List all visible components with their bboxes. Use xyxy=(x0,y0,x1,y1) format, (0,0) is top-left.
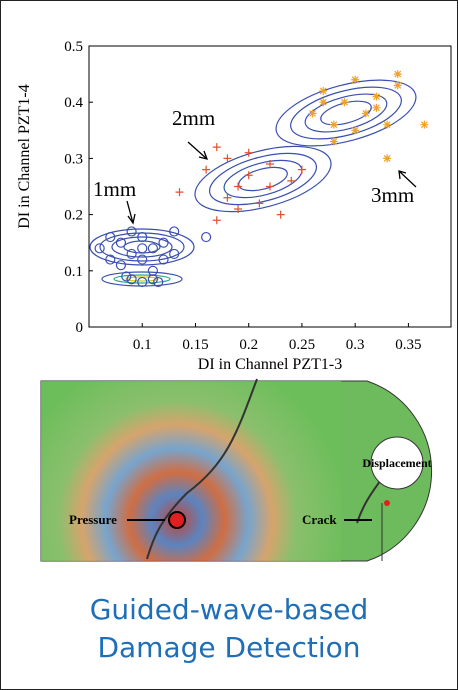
point xyxy=(175,188,184,197)
arrows xyxy=(126,141,417,225)
point xyxy=(115,260,127,271)
point xyxy=(297,165,306,174)
point xyxy=(372,92,381,101)
point xyxy=(244,148,253,157)
point xyxy=(126,226,137,237)
point xyxy=(137,231,148,243)
point xyxy=(94,243,105,254)
point xyxy=(244,171,253,180)
point xyxy=(266,182,274,191)
y-tick-label: 0 xyxy=(76,320,84,336)
point xyxy=(266,160,274,169)
figure-label: Displacement xyxy=(362,456,431,470)
point xyxy=(153,276,164,288)
annotation: 1mm xyxy=(93,177,136,201)
point xyxy=(393,81,402,90)
point xyxy=(393,70,402,79)
point xyxy=(121,271,132,282)
point xyxy=(383,154,392,163)
plot-frame xyxy=(88,45,452,328)
point xyxy=(340,98,349,107)
point xyxy=(308,109,317,118)
point xyxy=(169,226,180,237)
point xyxy=(169,248,180,260)
x-tick-label: 0.3 xyxy=(346,337,365,353)
point xyxy=(105,231,116,243)
point xyxy=(383,120,392,129)
point xyxy=(147,243,158,254)
figure-label: Crack xyxy=(302,512,337,527)
point xyxy=(276,210,285,219)
y-tick-label: 0.4 xyxy=(64,95,83,111)
point xyxy=(137,254,148,265)
point xyxy=(287,176,296,185)
point xyxy=(351,126,360,135)
point xyxy=(372,103,381,112)
point xyxy=(158,237,169,248)
point xyxy=(137,276,148,288)
point xyxy=(319,86,328,95)
point xyxy=(329,137,338,146)
point xyxy=(223,193,232,202)
y-tick-label: 0.1 xyxy=(64,264,83,280)
point xyxy=(255,199,264,208)
point xyxy=(202,165,211,174)
point xyxy=(212,143,221,152)
x-tick-label: 0.1 xyxy=(133,337,152,353)
caption-line: Guided-wave-based xyxy=(89,593,369,626)
x-tick-label: 0.15 xyxy=(182,337,208,353)
point xyxy=(420,120,429,129)
figure: Pressure Crack Displacement xyxy=(40,378,433,562)
point xyxy=(234,204,243,213)
x-tick-label: 0.25 xyxy=(289,337,315,353)
x-tick-label: 0.2 xyxy=(239,337,258,353)
annotation: 3mm xyxy=(371,183,414,207)
point xyxy=(147,265,158,276)
point xyxy=(351,75,360,84)
x-axis-label: DI in Channel PZT1-3 xyxy=(198,356,342,373)
annotation: 2mm xyxy=(172,106,215,130)
point xyxy=(212,216,221,225)
point xyxy=(158,254,169,265)
caption-line: Damage Detection xyxy=(97,631,361,664)
point xyxy=(126,274,137,285)
point xyxy=(147,274,158,285)
point xyxy=(115,237,127,248)
contours xyxy=(89,79,417,287)
point xyxy=(319,98,328,107)
point xyxy=(361,109,370,118)
point xyxy=(234,182,243,191)
y-tick-label: 0.3 xyxy=(64,151,83,167)
point xyxy=(105,254,116,265)
point xyxy=(223,154,232,163)
point xyxy=(137,243,148,254)
y-tick-label: 0.5 xyxy=(64,39,83,55)
figure-label: Pressure xyxy=(69,512,117,527)
point xyxy=(329,120,338,129)
y-axis-label: DI in Channel PZT1-4 xyxy=(16,84,33,228)
chart: 0 0.1 0.2 0.3 0.4 0.5 0.1 0.15 0.2 0.25 0.3 0.35 DI … xyxy=(16,39,452,373)
y-tick-label: 0.2 xyxy=(64,208,83,224)
point xyxy=(126,248,137,260)
point xyxy=(201,231,212,243)
x-tick-label: 0.35 xyxy=(395,337,421,353)
